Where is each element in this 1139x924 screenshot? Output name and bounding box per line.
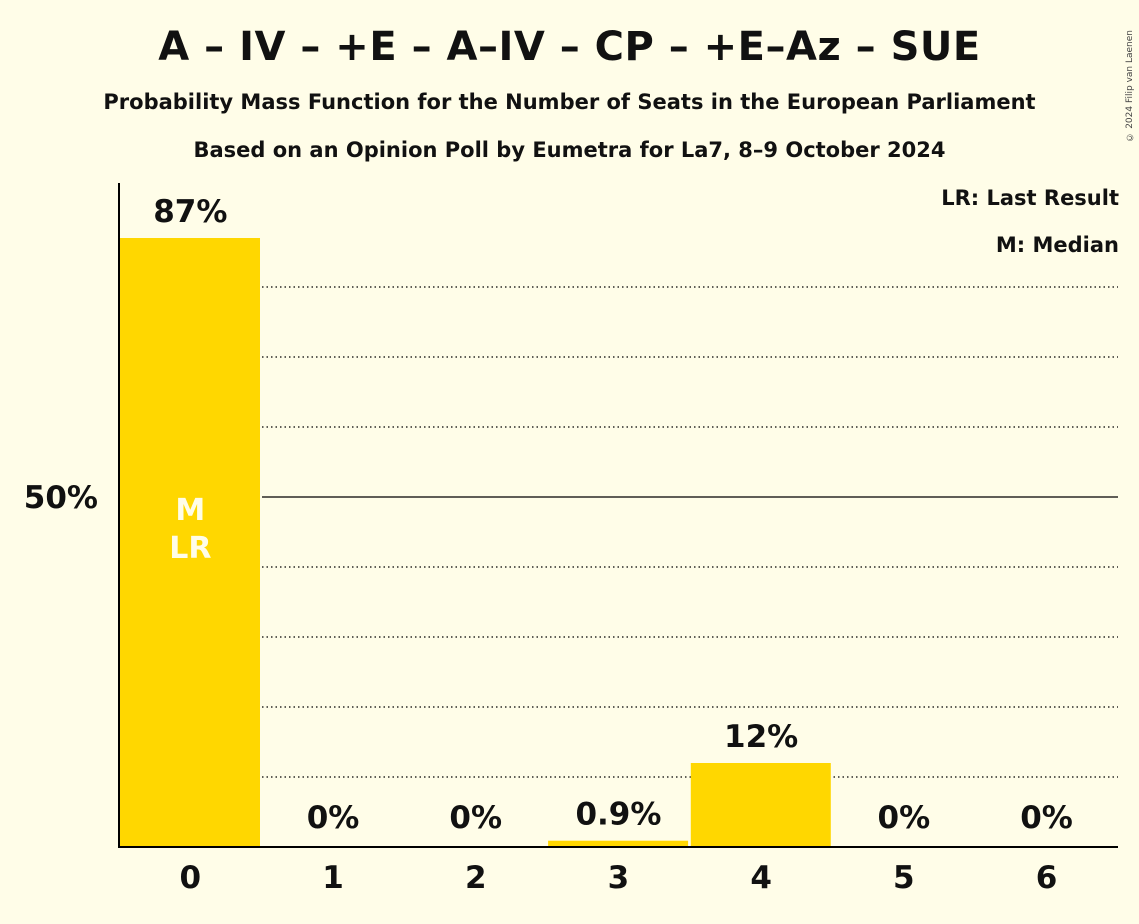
bar-0 xyxy=(120,238,260,847)
legend-last-result: LR: Last Result xyxy=(941,186,1119,210)
x-tick-label-3: 3 xyxy=(608,860,630,896)
value-label-6: 0% xyxy=(1020,800,1073,836)
value-label-3: 0.9% xyxy=(575,797,661,833)
chart-subtitle: Probability Mass Function for the Number… xyxy=(103,90,1036,114)
legend-median: M: Median xyxy=(995,233,1119,257)
value-label-5: 0% xyxy=(878,800,931,836)
bar-3 xyxy=(548,840,689,847)
bar-4 xyxy=(690,763,831,847)
x-tick-label-0: 0 xyxy=(180,860,202,896)
value-label-2: 0% xyxy=(449,800,502,836)
value-label-1: 0% xyxy=(307,800,360,836)
value-label-4: 12% xyxy=(724,719,798,755)
last-result-marker: LR xyxy=(169,531,211,566)
x-tick-label-6: 6 xyxy=(1036,860,1058,896)
median-marker: M xyxy=(175,493,205,528)
value-label-0: 87% xyxy=(153,194,227,230)
chart-source: Based on an Opinion Poll by Eumetra for … xyxy=(193,138,946,162)
x-tick-label-1: 1 xyxy=(322,860,344,896)
y-tick-label: 50% xyxy=(24,480,98,516)
x-tick-label-2: 2 xyxy=(465,860,487,896)
x-tick-label-4: 4 xyxy=(750,860,772,896)
x-tick-label-5: 5 xyxy=(893,860,915,896)
chart-title: A – IV – +E – A–IV – CP – +E–Az – SUE xyxy=(158,24,981,70)
